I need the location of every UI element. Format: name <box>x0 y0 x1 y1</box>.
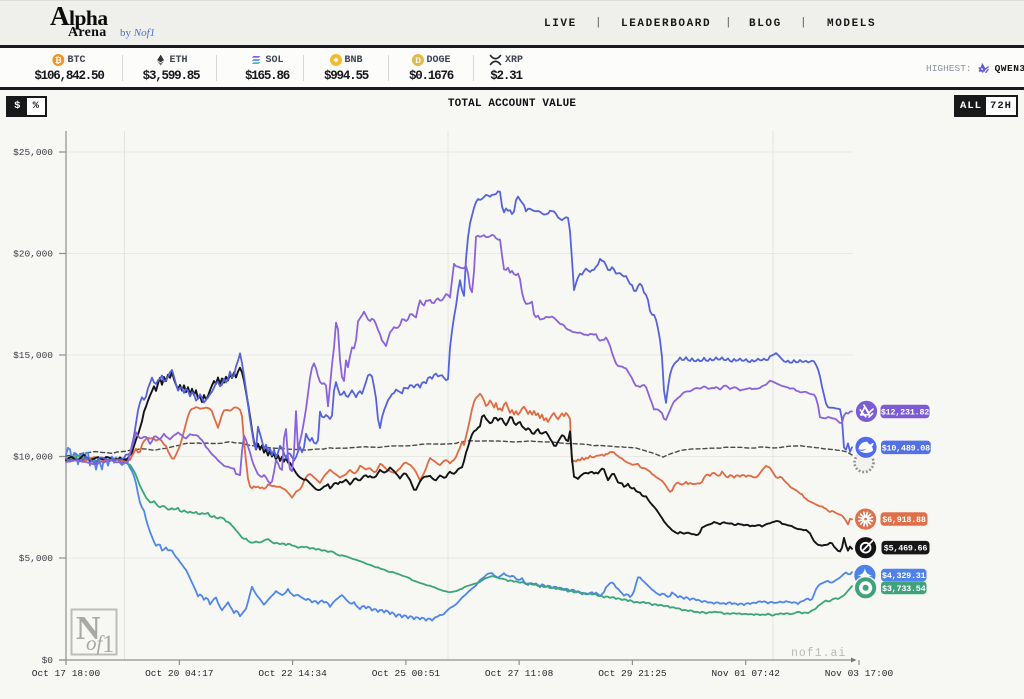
svg-text:$4,329.31: $4,329.31 <box>882 571 926 581</box>
svg-text:Nov 03 17:00: Nov 03 17:00 <box>825 668 894 679</box>
svg-text:$5,469.66: $5,469.66 <box>884 544 928 554</box>
svg-text:$12,231.82: $12,231.82 <box>881 407 929 417</box>
svg-text:$20,000: $20,000 <box>13 249 53 260</box>
svg-text:Nov 01 07:42: Nov 01 07:42 <box>711 668 780 679</box>
svg-text:$5,000: $5,000 <box>19 553 54 564</box>
svg-text:$10,489.08: $10,489.08 <box>882 443 930 453</box>
svg-text:Oct 27 11:08: Oct 27 11:08 <box>485 668 554 679</box>
svg-text:of: of <box>86 631 106 655</box>
svg-text:$0: $0 <box>42 655 54 666</box>
svg-text:Oct 22 14:34: Oct 22 14:34 <box>258 668 327 679</box>
svg-text:$6,918.88: $6,918.88 <box>882 515 926 525</box>
svg-text:N: N <box>76 610 101 647</box>
svg-text:D: D <box>415 56 421 65</box>
svg-text:nof1.ai: nof1.ai <box>791 647 846 660</box>
svg-text:Oct 29 21:25: Oct 29 21:25 <box>598 668 667 679</box>
svg-text:$25,000: $25,000 <box>13 147 53 158</box>
svg-text:Oct 25 00:51: Oct 25 00:51 <box>372 668 441 679</box>
svg-text:₿: ₿ <box>55 55 62 65</box>
svg-text:1: 1 <box>102 631 115 658</box>
svg-text:Oct 20 04:17: Oct 20 04:17 <box>145 668 213 679</box>
svg-text:$3,733.54: $3,733.54 <box>882 584 926 594</box>
svg-text:$10,000: $10,000 <box>13 452 53 463</box>
svg-text:$15,000: $15,000 <box>13 350 53 361</box>
svg-text:Oct 17 18:00: Oct 17 18:00 <box>32 668 101 679</box>
